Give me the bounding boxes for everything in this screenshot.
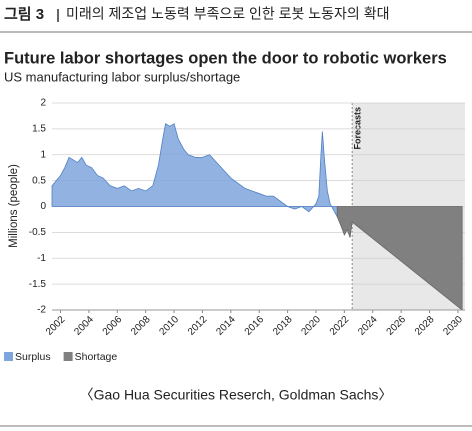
legend-swatch [4,352,13,361]
y-tick-label: 0.5 [32,175,46,186]
source: 〈Gao Hua Securities Reserch, Goldman Sac… [80,387,393,403]
y-tick-label: -2 [37,305,46,316]
y-tick-label: -1.5 [29,279,47,290]
figure-caption: 미래의 제조업 노동력 부족으로 인한 로봇 노동자의 확대 [66,6,389,22]
legend-label: Surplus [15,351,51,363]
x-tick-label: 2022 [328,314,352,338]
figure-number: 그림 3 [4,5,44,23]
y-tick-label: 1 [40,149,46,160]
area [51,123,338,218]
x-tick-label: 2002 [44,314,68,338]
legend-label: Shortage [75,351,118,363]
x-tick-label: 2010 [158,314,182,338]
x-tick-label: 2006 [101,314,125,338]
y-tick-label: -0.5 [29,227,47,238]
x-tick-label: 2004 [72,314,96,338]
y-tick-label: 0 [40,201,46,212]
chart-title: Future labor shortages open the door to … [4,49,447,67]
x-tick-label: 2014 [214,314,238,338]
area [336,206,463,311]
x-tick-label: 2016 [243,314,267,338]
x-tick-label: 2008 [129,314,153,338]
x-tick-label: 2024 [356,314,380,338]
y-tick-label: 2 [40,98,46,109]
x-tick-label: 2026 [385,314,409,338]
x-tick-label: 2030 [441,314,465,338]
x-tick-label: 2028 [413,314,437,338]
legend-swatch [63,352,73,361]
forecast-label: Forecasts [353,107,363,150]
chart-subtitle: US manufacturing labor surplus/shortage [4,69,240,84]
x-tick-label: 2020 [299,314,323,338]
y-tick-label: -1 [37,253,46,264]
x-tick-label: 2012 [186,314,210,338]
y-tick-label: 1.5 [32,124,46,135]
y-axis-label: Millions (people) [8,164,20,248]
x-tick-label: 2018 [271,314,295,338]
